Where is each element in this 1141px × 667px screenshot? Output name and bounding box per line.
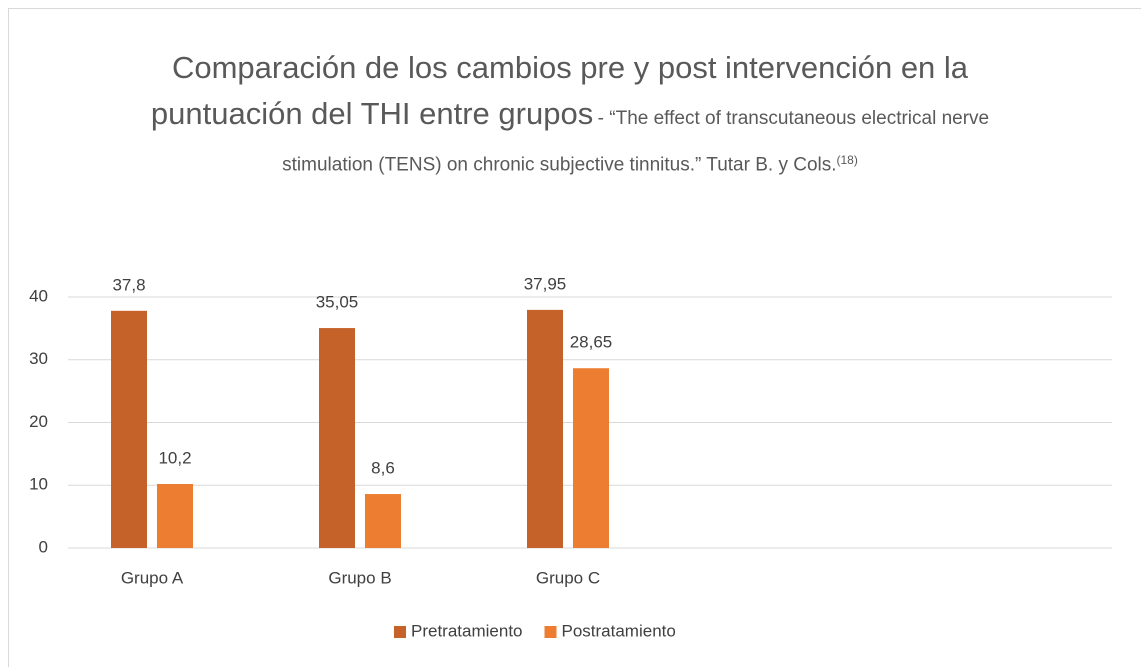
y-tick-label: 40 (29, 286, 48, 305)
subtitle-note: (18) (836, 153, 858, 167)
y-tick-label: 30 (29, 349, 48, 368)
x-tick-label: Grupo C (536, 568, 600, 587)
data-label: 37,8 (112, 275, 145, 294)
y-tick-label: 20 (29, 412, 48, 431)
bar (365, 494, 401, 548)
chart-title: Comparación de los cambios pre y post in… (150, 50, 969, 131)
data-label: 8,6 (371, 459, 395, 478)
data-label: 37,95 (524, 274, 567, 293)
legend-swatch (544, 626, 557, 638)
bar (573, 368, 609, 548)
x-tick-label: Grupo A (121, 568, 184, 587)
x-tick-label: Grupo B (328, 568, 391, 587)
y-tick-label: 10 (29, 475, 48, 494)
chart-title-block: Comparación de los cambios pre y post in… (110, 48, 1030, 186)
data-label: 35,05 (316, 293, 359, 312)
chart-frame (8, 8, 1141, 667)
legend-swatch (394, 626, 406, 638)
y-tick-label: 0 (39, 537, 48, 556)
bar (319, 328, 355, 548)
chart-subtitle: - “The effect of transcutaneous electric… (282, 108, 990, 176)
legend-label: Postratamiento (562, 621, 676, 640)
data-label: 28,65 (570, 333, 613, 352)
data-label: 10,2 (158, 448, 191, 467)
bar (527, 309, 563, 548)
bar (111, 310, 147, 548)
legend-label: Pretratamiento (411, 621, 523, 640)
bar (157, 483, 193, 548)
